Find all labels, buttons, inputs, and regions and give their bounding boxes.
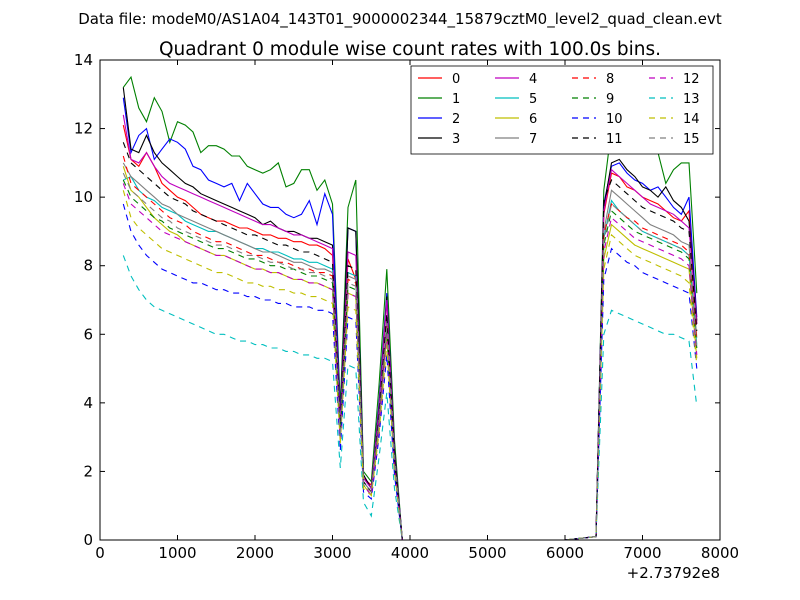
legend-label-6: 6 <box>529 112 537 127</box>
series-line-9 <box>122 179 698 541</box>
series-line-10 <box>122 203 698 541</box>
legend-label-5: 5 <box>529 92 537 107</box>
legend-box <box>410 65 714 155</box>
legend-label-12: 12 <box>683 72 700 87</box>
series-line-5 <box>123 175 698 541</box>
y-tick-label: 2 <box>83 462 93 480</box>
legend-label-7: 7 <box>529 132 537 147</box>
figure-suptitle: Data file: modeM0/AS1A04_143T01_90000023… <box>78 10 722 29</box>
legend-label-0: 0 <box>452 72 460 87</box>
y-tick-label: 0 <box>83 531 93 549</box>
y-tick-label: 14 <box>74 51 93 69</box>
chart-title: Quadrant 0 module wise count rates with … <box>159 39 661 60</box>
series-line-7 <box>122 162 698 541</box>
y-tick-label: 4 <box>83 394 93 412</box>
legend-label-15: 15 <box>683 132 700 147</box>
legend-label-8: 8 <box>606 72 614 87</box>
legend-label-14: 14 <box>683 112 700 127</box>
legend-label-2: 2 <box>452 112 460 127</box>
x-tick-label: 5000 <box>468 544 506 562</box>
legend-label-13: 13 <box>683 92 700 107</box>
legend-label-11: 11 <box>606 132 623 147</box>
series-line-8 <box>122 155 698 541</box>
x-offset-label: +2.73792e8 <box>627 564 720 582</box>
series-line-14 <box>122 190 698 541</box>
legend-label-9: 9 <box>606 92 614 107</box>
x-tick-label: 4000 <box>391 544 429 562</box>
x-tick-label: 7000 <box>623 544 661 562</box>
y-tick-label: 8 <box>83 257 93 275</box>
series-line-6 <box>122 166 698 541</box>
series-line-3 <box>122 87 698 541</box>
y-tick-label: 10 <box>74 188 93 206</box>
series-line-4 <box>122 114 698 541</box>
legend-label-4: 4 <box>529 72 537 87</box>
x-tick-label: 0 <box>95 544 105 562</box>
y-tick-label: 12 <box>74 120 93 138</box>
axis-ticks: 0 1000 2000 3000 4000 5000 6000 7000 80000246810… <box>74 51 739 562</box>
x-tick-label: 6000 <box>546 544 584 562</box>
series-line-0 <box>122 124 698 541</box>
x-tick-label: 8000 <box>701 544 739 562</box>
x-tick-label: 3000 <box>313 544 351 562</box>
series-line-13 <box>122 255 698 541</box>
series-line-2 <box>122 97 698 541</box>
legend-label-3: 3 <box>452 132 460 147</box>
legend-label-1: 1 <box>452 92 460 107</box>
series-line-11 <box>122 142 698 541</box>
plot-area <box>122 75 698 541</box>
series-line-12 <box>122 183 698 541</box>
x-tick-label: 2000 <box>236 544 274 562</box>
x-tick-label: 1000 <box>158 544 196 562</box>
y-tick-label: 6 <box>83 325 93 343</box>
legend-label-10: 10 <box>606 112 623 127</box>
